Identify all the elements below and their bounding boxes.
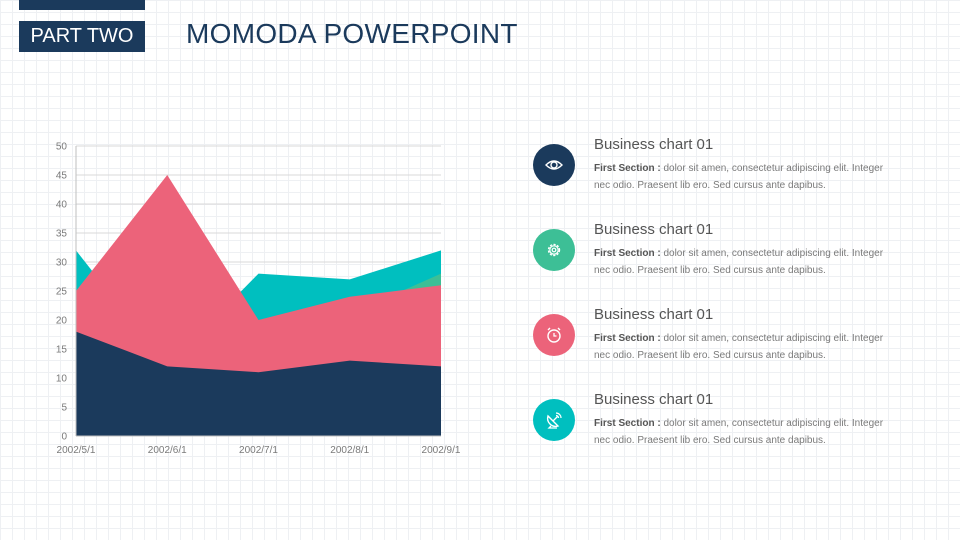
item-description: First Section : dolor sit amen, consecte… xyxy=(594,418,884,446)
gear-icon xyxy=(547,243,561,257)
eye-icon-circle xyxy=(533,144,575,186)
eye-icon xyxy=(545,160,563,170)
part-label: PART TWO xyxy=(19,21,145,52)
info-item-2: Business chart 01 First Section : dolor … xyxy=(533,221,893,299)
info-item-3: Business chart 01 First Section : dolor … xyxy=(533,306,893,384)
y-tick-label: 25 xyxy=(56,287,68,298)
y-tick-label: 0 xyxy=(61,432,67,443)
alarm-clock-icon xyxy=(547,327,561,343)
satellite-dish-icon-circle xyxy=(533,399,575,441)
area-chart: 0 5 10 15 20 25 30 35 40 45 50 2002/5/1 2002/6/1 2002… xyxy=(56,142,461,457)
item-title: Business chart 01 xyxy=(594,136,714,153)
item-description: First Section : dolor sit amen, consecte… xyxy=(594,163,884,191)
y-tick-label: 10 xyxy=(56,374,68,385)
y-tick-label: 45 xyxy=(56,171,68,182)
item-title: Business chart 01 xyxy=(594,391,714,408)
y-tick-label: 30 xyxy=(56,258,68,269)
y-tick-label: 40 xyxy=(56,200,68,211)
x-tick-label: 2002/5/1 xyxy=(57,445,96,456)
x-tick-label: 2002/9/1 xyxy=(422,445,461,456)
gear-icon-circle xyxy=(533,229,575,271)
top-accent-bar xyxy=(19,0,145,10)
info-item-4: Business chart 01 First Section : dolor … xyxy=(533,391,893,469)
item-description: First Section : dolor sit amen, consecte… xyxy=(594,248,884,276)
item-title: Business chart 01 xyxy=(594,221,714,238)
y-tick-label: 15 xyxy=(56,345,68,356)
satellite-dish-icon xyxy=(546,412,562,429)
area-series-4 xyxy=(76,331,441,436)
x-tick-label: 2002/8/1 xyxy=(330,445,369,456)
x-tick-label: 2002/6/1 xyxy=(148,445,187,456)
y-tick-label: 50 xyxy=(56,142,68,153)
y-tick-label: 20 xyxy=(56,316,68,327)
y-tick-label: 35 xyxy=(56,229,68,240)
y-tick-label: 5 xyxy=(61,403,67,414)
item-description: First Section : dolor sit amen, consecte… xyxy=(594,333,884,361)
item-title: Business chart 01 xyxy=(594,306,714,323)
x-tick-label: 2002/7/1 xyxy=(239,445,278,456)
alarm-clock-icon-circle xyxy=(533,314,575,356)
info-item-1: Business chart 01 First Section : dolor … xyxy=(533,136,893,214)
slide-title: MOMODA POWERPOINT xyxy=(186,18,518,49)
